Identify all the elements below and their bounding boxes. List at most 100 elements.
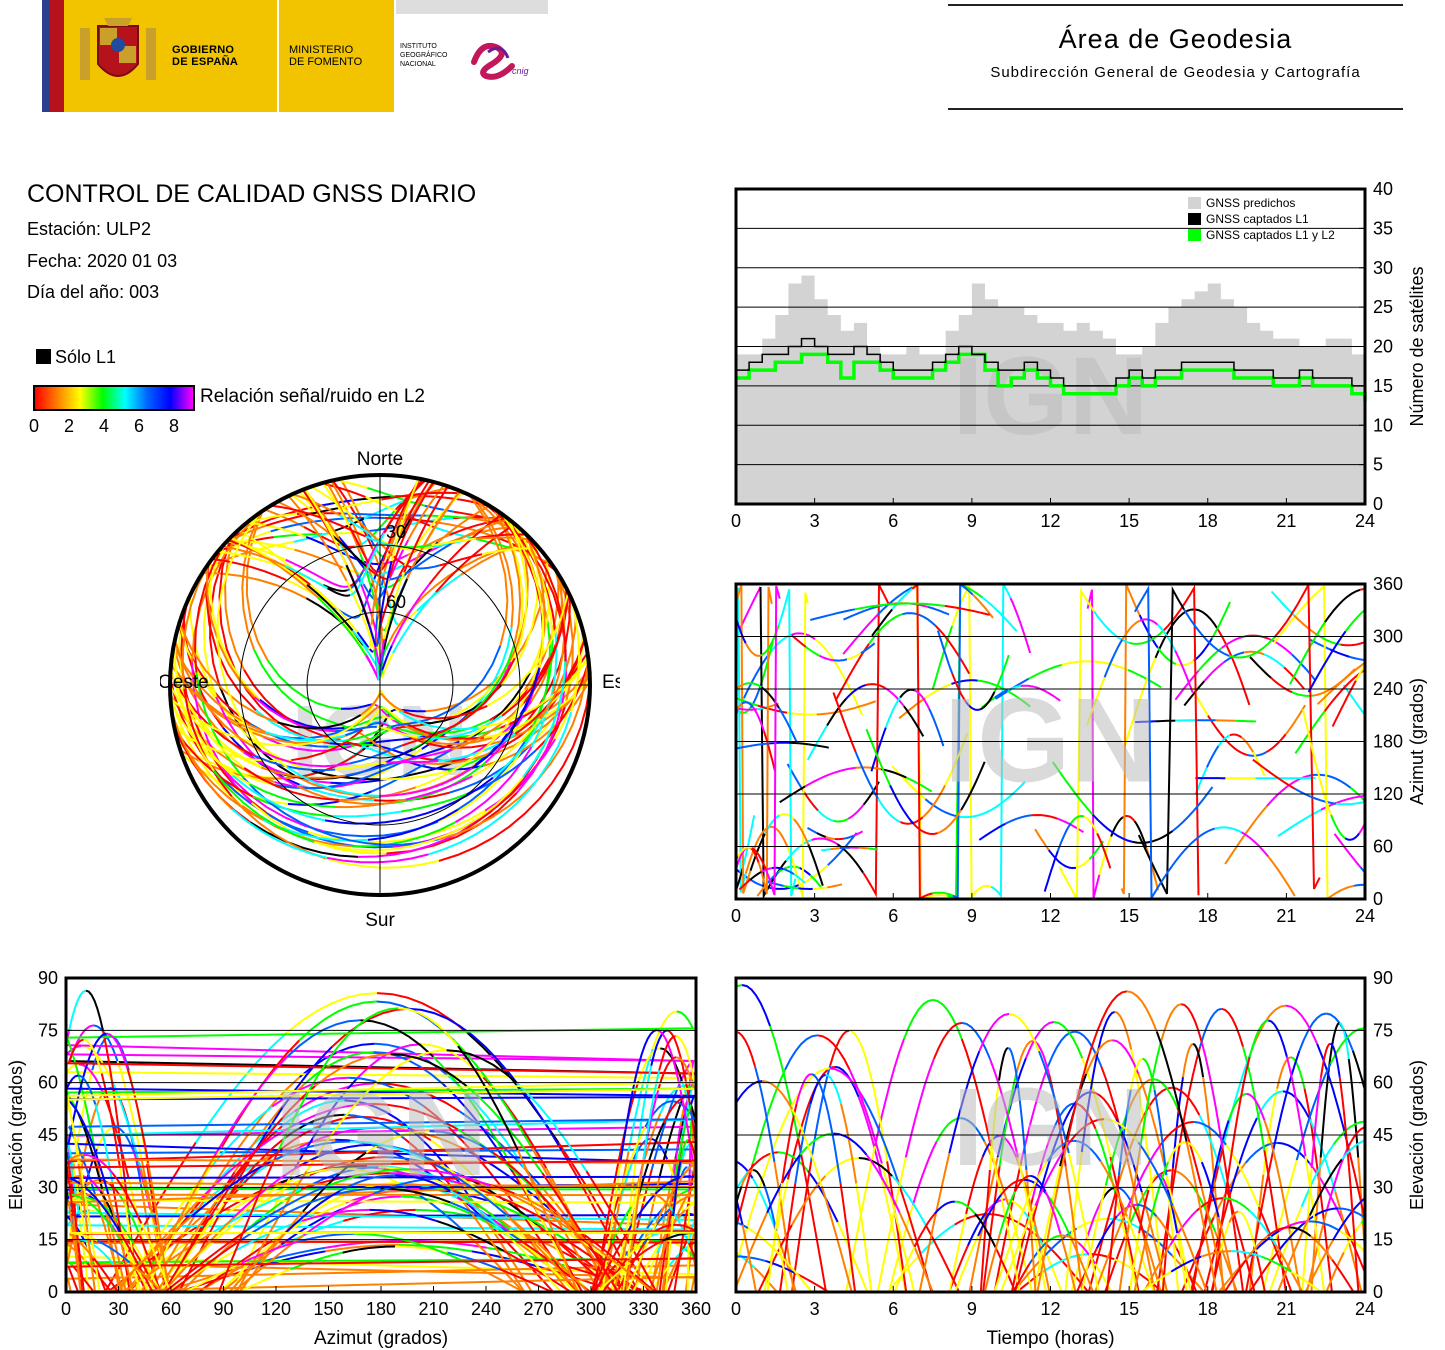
track-segment: [1347, 1058, 1360, 1158]
track-segment: [1273, 609, 1302, 644]
track-segment: [827, 883, 843, 889]
track-segment: [373, 1177, 445, 1195]
x-tick-label: 9: [967, 906, 977, 926]
track-segment: [933, 1200, 955, 1215]
track-segment: [330, 533, 367, 567]
track-segment: [343, 498, 382, 508]
track-segment: [303, 1051, 374, 1085]
track-segment: [1407, 591, 1434, 620]
track-segment: [979, 691, 996, 711]
track-segment: [1246, 1222, 1258, 1253]
track-segment: [625, 1163, 644, 1292]
track-segment: [824, 1103, 842, 1184]
track-segment: [1267, 1226, 1290, 1237]
track-segment: [376, 1000, 455, 1042]
track-segment: [637, 1029, 658, 1066]
track-segment: [395, 1174, 451, 1192]
track-segment: [700, 729, 709, 767]
y-tick-label: 90: [1373, 968, 1393, 988]
track-segment: [252, 795, 334, 818]
track-segment: [405, 775, 473, 801]
track-segment: [478, 658, 590, 729]
track-segment: [1332, 1120, 1365, 1145]
track-segment: [537, 658, 590, 781]
track-segment: [825, 836, 836, 840]
legend-label: GNSS captados L1 y L2: [1206, 228, 1335, 242]
track-segment: [1289, 1226, 1312, 1237]
track-segment: [865, 683, 886, 689]
track-segment: [70, 1231, 696, 1242]
track-segment: [428, 802, 517, 856]
track-segment: [1261, 1159, 1298, 1292]
track-segment: [499, 1268, 553, 1292]
plot-border: [734, 976, 1367, 1294]
azimuth-tracks: [700, 584, 1434, 899]
track-segment: [1305, 1209, 1329, 1292]
track-segment: [303, 1192, 375, 1237]
y-tick-label: 0: [1373, 494, 1383, 514]
north-label: Norte: [357, 449, 403, 470]
track-segment: [173, 639, 260, 752]
track-segment: [1293, 615, 1319, 636]
track-segment: [1210, 1251, 1222, 1292]
track-segment: [936, 630, 954, 674]
track-segment: [668, 1245, 689, 1267]
track-segment: [687, 1139, 696, 1161]
track-segment: [1267, 855, 1296, 897]
track-segment: [1155, 719, 1176, 723]
track-segment: [1223, 1197, 1251, 1212]
track-segment: [1231, 1250, 1262, 1258]
track-segment: [1273, 584, 1321, 890]
track-segment: [1342, 684, 1365, 717]
track-segment: [989, 1058, 1019, 1158]
track-segment: [408, 740, 460, 761]
x-axis-label: Azimut (grados): [314, 1328, 448, 1349]
track-segment: [736, 683, 745, 691]
track-segment: [1113, 1258, 1140, 1274]
track-segment: [110, 1078, 142, 1170]
track-segment: [453, 510, 484, 519]
track-segment: [1177, 1046, 1202, 1151]
x-tick-label: 150: [313, 1299, 343, 1319]
track-segment: [374, 576, 385, 651]
track-segment: [673, 1162, 696, 1292]
track-segment: [313, 840, 429, 852]
track-segment: [390, 1053, 468, 1087]
track-segment: [1016, 1080, 1028, 1170]
track-segment: [960, 1038, 992, 1147]
track-segment: [100, 1073, 121, 1166]
track-segment: [1115, 1114, 1146, 1191]
track-segment: [952, 584, 974, 899]
track-segment: [1138, 1189, 1150, 1234]
track-segment: [826, 697, 848, 727]
track-segment: [1380, 1153, 1407, 1292]
track-segment: [428, 1160, 510, 1218]
track-segment: [1096, 832, 1112, 869]
track-segment: [779, 1254, 813, 1292]
track-segment: [725, 705, 736, 708]
track-segment: [1308, 1158, 1343, 1216]
track-segment: [601, 1160, 622, 1292]
track-segment: [700, 1178, 709, 1226]
track-segment: [937, 809, 962, 835]
track-segment: [324, 816, 414, 825]
track-segment: [358, 831, 462, 858]
track-segment: [379, 767, 473, 797]
track-segment: [1223, 651, 1245, 663]
track-segment: [335, 761, 387, 771]
track-segment: [998, 1190, 1017, 1235]
track-segment: [345, 564, 370, 625]
track-segment: [392, 591, 437, 654]
track-segment: [193, 543, 226, 673]
track-segment: [530, 1146, 610, 1292]
track-segment: [914, 689, 930, 709]
track-segment: [1285, 1056, 1307, 1157]
track-segment: [679, 1139, 689, 1161]
y-tick-label: 45: [38, 1125, 58, 1145]
track-segment: [1379, 1213, 1397, 1224]
x-tick-label: 18: [1198, 906, 1218, 926]
track-segment: [829, 1029, 850, 1066]
track-segment: [381, 645, 393, 671]
track-segment: [1169, 1209, 1198, 1246]
track-segment: [464, 1148, 552, 1211]
